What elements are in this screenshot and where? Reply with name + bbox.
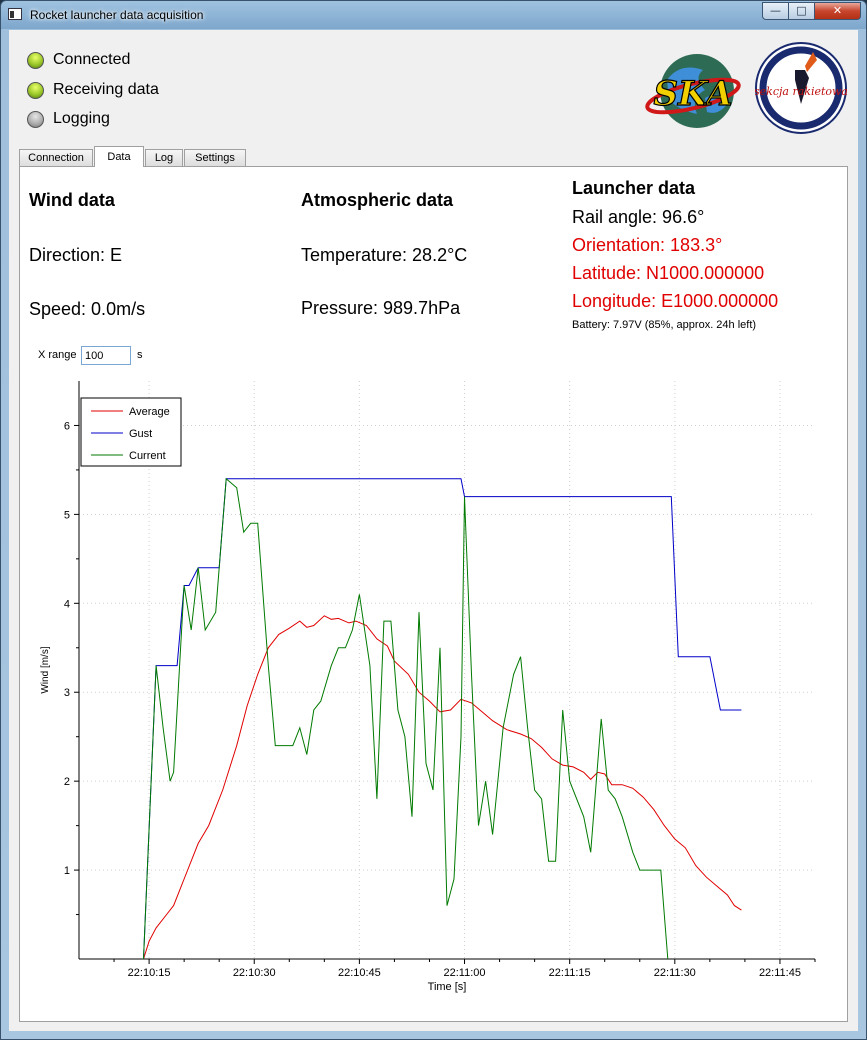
y-tick-label: 5 <box>64 509 70 521</box>
minimize-button[interactable]: — <box>762 2 789 20</box>
sekcja-rakietowa-logo: sekcja rakietowa <box>755 42 847 134</box>
x-range-unit: s <box>137 349 143 361</box>
longitude-value: Longitude: E1000.000000 <box>572 291 779 311</box>
status-label: Logging <box>53 110 110 127</box>
orientation-value: Orientation: 183.3° <box>572 235 723 255</box>
pressure-value: Pressure: 989.7hPa <box>301 298 461 318</box>
wind-chart: 22:10:15 22:10:30 22:10:45 22:11:00 22:11:15… <box>40 381 816 993</box>
x-tick-label: 22:10:45 <box>338 967 381 979</box>
y-axis-label: Wind [m/s] <box>40 646 51 693</box>
y-tick-label: 3 <box>64 687 70 699</box>
x-range-input[interactable] <box>81 346 131 365</box>
battery-status: Battery: 7.97V (85%, approx. 24h left) <box>572 319 757 331</box>
maximize-button[interactable]: □ <box>789 2 815 20</box>
title-bar[interactable]: Rocket launcher data acquisition — □ ✕ <box>1 1 866 30</box>
chart-axes <box>74 381 816 964</box>
x-tick-label: 22:11:45 <box>759 967 801 979</box>
status-label: Connected <box>53 51 131 68</box>
wind-data-heading: Wind data <box>29 190 115 210</box>
chart-tick-labels: 22:10:15 22:10:30 22:10:45 22:11:00 22:11:15… <box>64 420 801 979</box>
x-axis-label: Time [s] <box>428 981 467 993</box>
status-logging: Logging <box>27 110 110 128</box>
x-tick-label: 22:11:30 <box>654 967 696 979</box>
status-led-icon <box>27 51 44 69</box>
svg-text:SKA: SKA <box>653 74 732 114</box>
x-tick-label: 22:11:15 <box>549 967 591 979</box>
ska-logo: SKA <box>645 54 741 128</box>
y-tick-label: 4 <box>64 598 70 610</box>
wind-direction: Direction: E <box>29 245 123 265</box>
legend-label-current: Current <box>129 450 166 462</box>
series-line-gust <box>143 478 742 960</box>
rail-angle-value: Rail angle: 96.6° <box>572 207 705 227</box>
x-tick-label: 22:10:15 <box>128 967 171 979</box>
legend-label-gust: Gust <box>129 428 152 440</box>
y-tick-label: 2 <box>64 776 70 788</box>
main-client-area: Connected Receiving data Logging SKA sek… <box>9 30 858 1031</box>
app-icon <box>8 8 22 20</box>
series-line-average <box>143 615 742 960</box>
x-range-label: X range <box>38 349 77 361</box>
temperature-value: Temperature: 28.2°C <box>301 245 468 265</box>
tab-settings[interactable]: Settings <box>184 149 246 167</box>
tab-data[interactable]: Data <box>94 146 144 167</box>
status-led-icon <box>27 81 44 99</box>
chart-series <box>143 477 742 960</box>
atmospheric-data-heading: Atmospheric data <box>301 190 454 210</box>
y-tick-label: 6 <box>64 420 70 432</box>
wind-speed: Speed: 0.0m/s <box>29 299 146 319</box>
tab-connection[interactable]: Connection <box>19 149 93 167</box>
legend-label-average: Average <box>129 406 170 418</box>
latitude-value: Latitude: N1000.000000 <box>572 263 765 283</box>
close-button[interactable]: ✕ <box>815 2 861 20</box>
chart-grid <box>79 381 815 959</box>
launcher-data-heading: Launcher data <box>572 178 696 198</box>
data-tab-panel: Wind data Direction: E Speed: 0.0m/s Atm… <box>19 166 848 1022</box>
status-led-icon <box>27 110 44 128</box>
x-tick-label: 22:11:00 <box>444 967 486 979</box>
chart-legend: Average Gust Current <box>80 397 182 467</box>
status-label: Receiving data <box>53 81 159 98</box>
x-tick-label: 22:10:30 <box>233 967 276 979</box>
series-line-current <box>143 477 669 960</box>
status-receiving: Receiving data <box>27 81 159 99</box>
status-connected: Connected <box>27 51 130 69</box>
tab-log[interactable]: Log <box>145 149 183 167</box>
window-title: Rocket launcher data acquisition <box>30 8 204 22</box>
svg-text:sekcja rakietowa: sekcja rakietowa <box>755 85 847 98</box>
y-tick-label: 1 <box>64 865 70 877</box>
